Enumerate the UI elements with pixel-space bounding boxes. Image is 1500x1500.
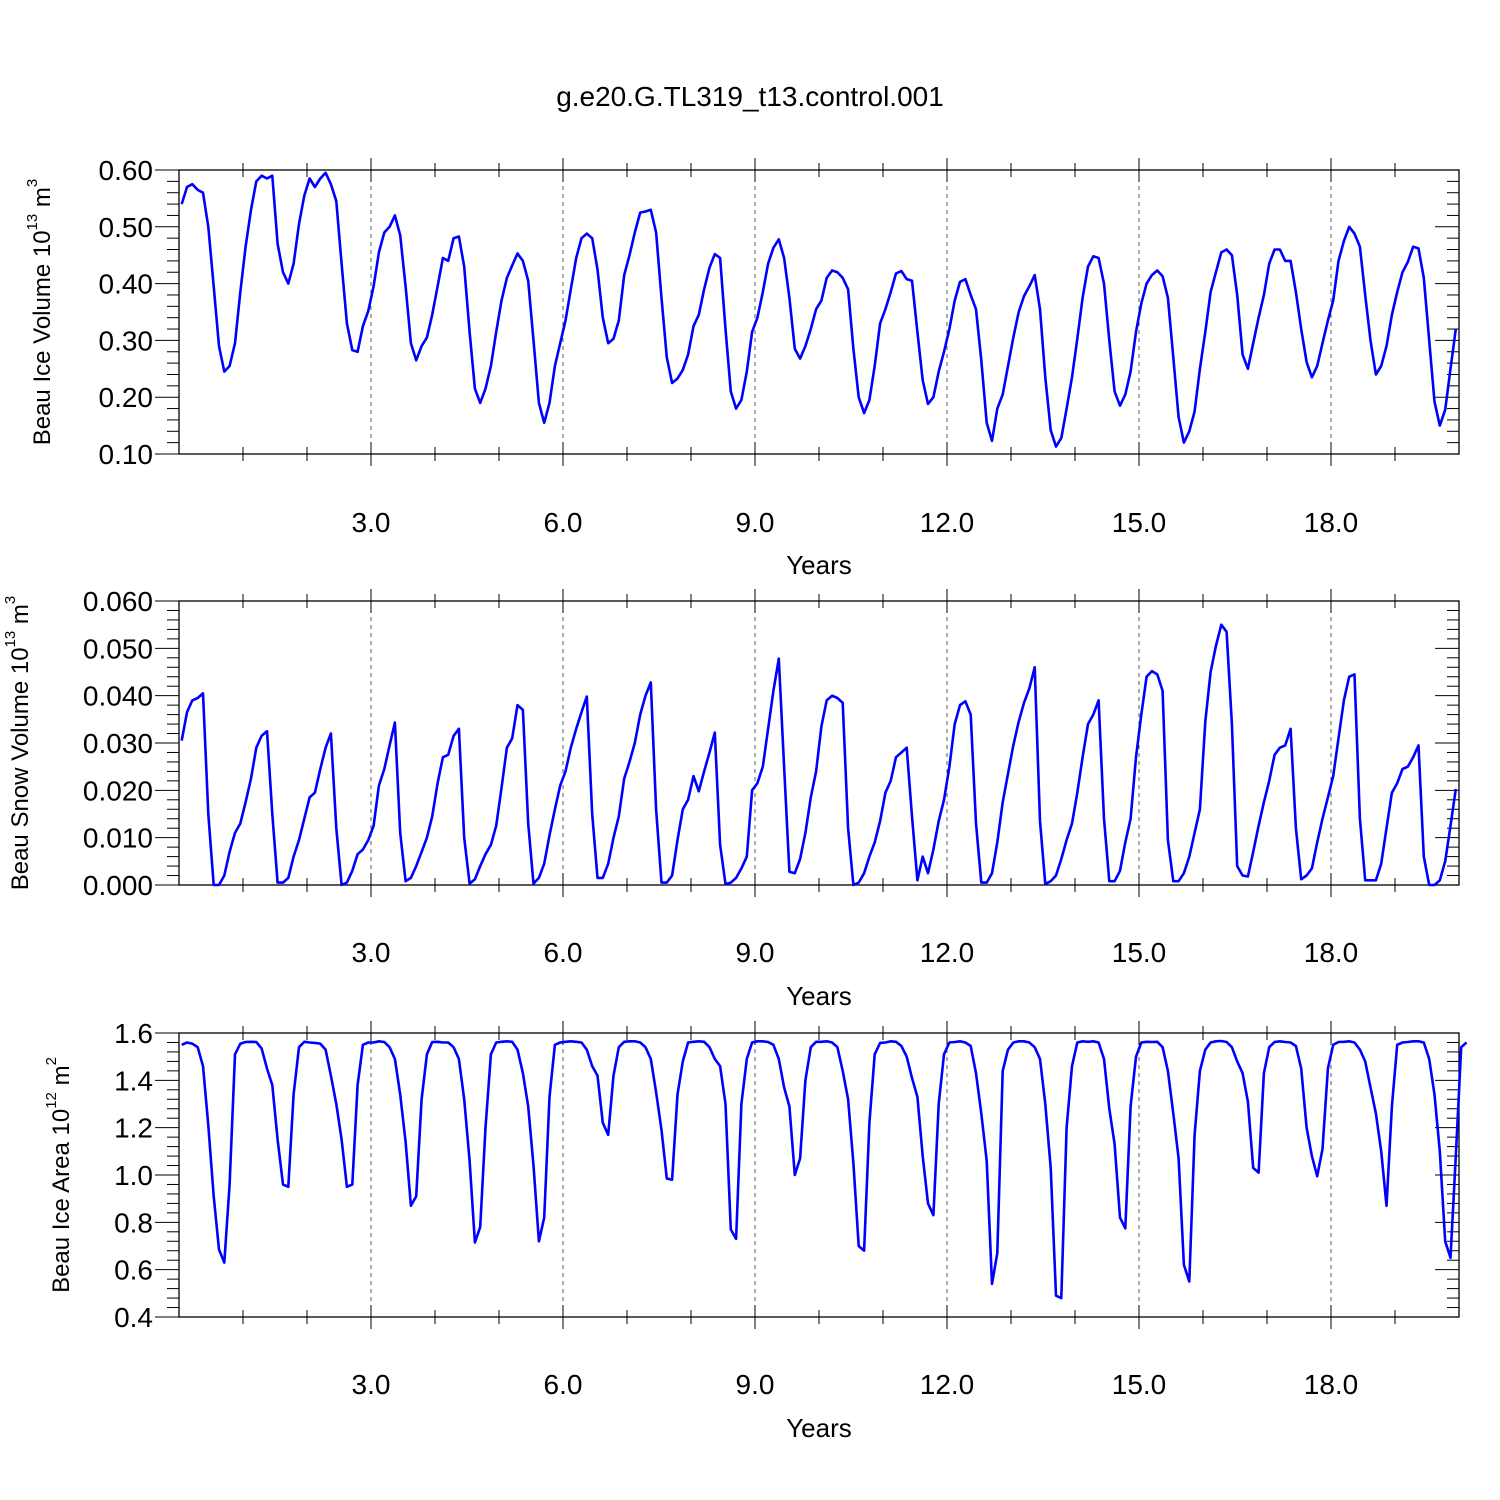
x-tick-label: 15.0 — [1112, 1369, 1167, 1400]
x-tick-label: 18.0 — [1304, 1369, 1359, 1400]
x-tick-label: 9.0 — [736, 1369, 775, 1400]
x-tick-label: 9.0 — [736, 937, 775, 968]
y-tick-label: 0.50 — [99, 212, 154, 243]
y-tick-label: 0.6 — [114, 1255, 153, 1286]
y-tick-label: 0.000 — [83, 870, 153, 901]
y-axis-title: Beau Snow Volume 1013 m3 — [2, 596, 34, 891]
series-line — [181, 1039, 1468, 1300]
plot-frame — [178, 1032, 1460, 1318]
y-tick-label: 0.010 — [83, 823, 153, 854]
y-axis-title: Beau Ice Volume 1013 m3 — [24, 179, 56, 446]
x-axis-title: Years — [786, 1413, 852, 1443]
series-line — [180, 171, 1458, 448]
figure-title: g.e20.G.TL319_t13.control.001 — [556, 81, 944, 112]
x-tick-label: 12.0 — [920, 937, 975, 968]
y-tick-label: 0.020 — [83, 775, 153, 806]
x-tick-label: 6.0 — [544, 507, 583, 538]
x-tick-label: 12.0 — [920, 1369, 975, 1400]
x-tick-label: 15.0 — [1112, 937, 1167, 968]
x-tick-label: 18.0 — [1304, 507, 1359, 538]
y-tick-label: 1.0 — [114, 1160, 153, 1191]
y-tick-label: 0.40 — [99, 269, 154, 300]
x-tick-label: 6.0 — [544, 1369, 583, 1400]
snow-volume-panel: 0.000 0.010 0.020 0.030 0.040 0.050 0.060 3.0 6.… — [2, 586, 1460, 1011]
y-tick-label: 0.30 — [99, 325, 154, 356]
x-axis-title: Years — [786, 981, 852, 1011]
x-tick-label: 12.0 — [920, 507, 975, 538]
y-tick-label: 0.8 — [114, 1207, 153, 1238]
y-tick-label: 0.60 — [99, 155, 154, 186]
y-axis-title: Beau Ice Area 1012 m2 — [43, 1057, 75, 1293]
x-tick-label: 6.0 — [544, 937, 583, 968]
y-tick-label: 0.10 — [99, 439, 154, 470]
x-axis-title: Years — [786, 550, 852, 580]
y-tick-label: 0.040 — [83, 681, 153, 712]
y-tick-label: 0.060 — [83, 586, 153, 617]
x-tick-label: 18.0 — [1304, 937, 1359, 968]
x-tick-label: 3.0 — [352, 937, 391, 968]
plot-frame — [178, 600, 1460, 886]
x-tick-label: 15.0 — [1112, 507, 1167, 538]
plot-frame — [178, 169, 1460, 455]
y-tick-label: 0.20 — [99, 382, 154, 413]
ice-volume-panel: 0.10 0.20 0.30 0.40 0.50 0.60 3.0 6.0 9.0 12.0 15.… — [24, 155, 1460, 580]
x-tick-label: 3.0 — [352, 1369, 391, 1400]
y-tick-label: 1.4 — [114, 1065, 153, 1096]
ice-area-panel: 0.4 0.6 0.8 1.0 1.2 1.4 1.6 3.0 6.0 9.0 12.0 15.0 18… — [43, 1018, 1468, 1443]
y-tick-label: 1.6 — [114, 1018, 153, 1049]
y-tick-label: 0.050 — [83, 633, 153, 664]
x-tick-label: 9.0 — [736, 507, 775, 538]
series-line — [180, 623, 1458, 887]
x-tick-label: 3.0 — [352, 507, 391, 538]
y-tick-label: 1.2 — [114, 1113, 153, 1144]
y-tick-label: 0.030 — [83, 728, 153, 759]
y-tick-label: 0.4 — [114, 1302, 153, 1333]
